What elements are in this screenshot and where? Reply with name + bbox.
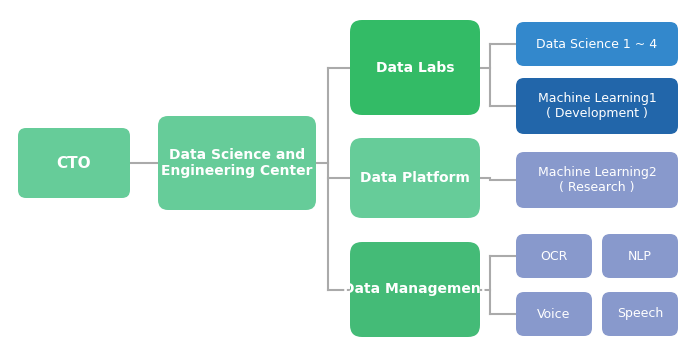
Text: Machine Learning2
( Research ): Machine Learning2 ( Research ) <box>538 166 657 194</box>
Text: Data Science and
Engineering Center: Data Science and Engineering Center <box>161 148 313 178</box>
Text: Data Science 1 ~ 4: Data Science 1 ~ 4 <box>536 37 657 51</box>
Text: Data Platform: Data Platform <box>360 171 470 185</box>
FancyBboxPatch shape <box>350 20 480 115</box>
FancyBboxPatch shape <box>158 116 316 210</box>
Text: Speech: Speech <box>617 308 663 320</box>
Text: OCR: OCR <box>540 250 568 262</box>
FancyBboxPatch shape <box>516 152 678 208</box>
Text: Data Labs: Data Labs <box>376 61 454 74</box>
FancyBboxPatch shape <box>516 22 678 66</box>
Text: CTO: CTO <box>57 156 91 171</box>
FancyBboxPatch shape <box>516 234 592 278</box>
FancyBboxPatch shape <box>350 242 480 337</box>
Text: Machine Learning1
( Development ): Machine Learning1 ( Development ) <box>538 92 657 120</box>
FancyBboxPatch shape <box>350 138 480 218</box>
FancyBboxPatch shape <box>602 292 678 336</box>
FancyBboxPatch shape <box>18 128 130 198</box>
Text: Data Management: Data Management <box>343 283 487 297</box>
FancyBboxPatch shape <box>602 234 678 278</box>
FancyBboxPatch shape <box>516 292 592 336</box>
Text: Voice: Voice <box>538 308 570 320</box>
Text: NLP: NLP <box>628 250 652 262</box>
FancyBboxPatch shape <box>516 78 678 134</box>
